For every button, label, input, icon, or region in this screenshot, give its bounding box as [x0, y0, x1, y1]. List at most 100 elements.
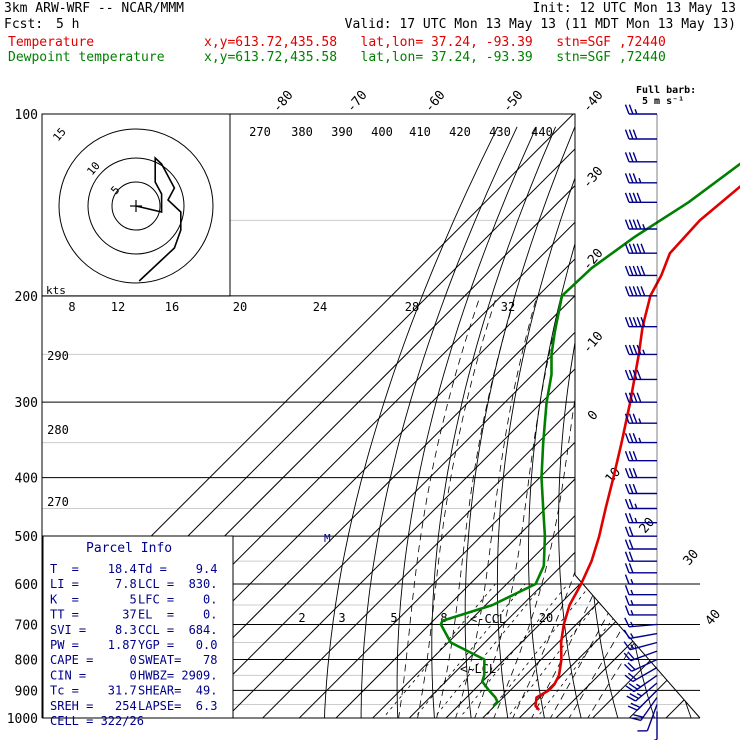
wind-barb-flag — [636, 243, 642, 254]
parcel-info-value: SREH = 254 — [50, 699, 137, 713]
wind-barb-shaft — [635, 682, 658, 702]
wind-barb-flag — [627, 662, 636, 671]
theta-label: 380 — [291, 125, 313, 139]
wind-barb-flag — [632, 152, 638, 163]
parcel-info-value: K = 5 — [50, 592, 137, 606]
wind-barb-flag — [632, 243, 638, 254]
wind-barb-flag — [642, 224, 646, 230]
wind-barb-flag — [624, 585, 630, 595]
wind-barb-flag — [628, 369, 634, 380]
wind-barb-flag — [630, 579, 634, 585]
wind-barb-flag — [624, 219, 630, 230]
isotherm-line — [579, 114, 700, 718]
wind-barb-flag — [628, 152, 634, 163]
wind-barb-flag — [624, 104, 630, 115]
wind-barb — [624, 344, 657, 356]
dry-adiabat-line — [431, 126, 557, 718]
wind-barb-flag — [624, 483, 630, 494]
wind-barb-flag — [624, 663, 633, 672]
theta-label: 420 — [449, 125, 471, 139]
isotherm-line — [286, 114, 700, 718]
pressure-tick-label: 300 — [15, 396, 38, 411]
isotherm-label: 20 — [637, 515, 659, 537]
pressure-tick-label: 200 — [15, 290, 38, 305]
wind-barb — [623, 629, 658, 640]
isotherm-label: 30 — [681, 547, 703, 569]
wind-barb-flag — [624, 595, 630, 606]
wind-barb — [624, 104, 657, 115]
wind-barb-flag — [636, 683, 641, 688]
wind-barb-flag — [638, 177, 642, 184]
parcel-info-value: Td = 9.4 — [138, 562, 217, 576]
wind-barb-flag — [626, 695, 636, 702]
forecast-hour: 5 h — [56, 17, 80, 32]
wind-barb-flag — [624, 286, 630, 297]
isotherm-label: -40 — [580, 88, 607, 116]
wind-barb — [624, 595, 657, 606]
dry-adiabat-line — [642, 126, 697, 718]
wind-barb — [624, 513, 657, 524]
wind-barb — [624, 219, 657, 230]
isotherm-line — [396, 114, 700, 718]
wind-barb — [624, 617, 658, 628]
theta-label: 280 — [47, 423, 69, 437]
wind-barb-flag — [628, 413, 634, 424]
wind-note: 5 m s⁻¹ — [642, 96, 684, 107]
isotherm-label: -30 — [580, 164, 607, 192]
wind-barb-flag — [624, 192, 630, 203]
wind-barb-flag — [640, 286, 646, 297]
wind-barb-flag — [632, 392, 638, 403]
parcel-info-value: TT = 37 — [50, 608, 137, 622]
wind-barb — [631, 697, 658, 722]
wind-barb-flag — [624, 605, 630, 616]
wind-barb-flag — [624, 513, 630, 523]
wind-barb — [624, 467, 657, 479]
isotherm-label: -50 — [500, 88, 527, 116]
wind-barb-flag — [636, 265, 642, 276]
dry-adiabat-line — [360, 126, 518, 718]
wind-barb-flag — [630, 609, 634, 616]
wind-barb-flag — [623, 641, 631, 651]
wind-barb-flag — [628, 498, 634, 509]
wind-barb-flag — [627, 672, 637, 681]
hodograph-units: kts — [46, 284, 66, 297]
moist-adiabat-line — [487, 295, 595, 718]
wind-barb-flag — [628, 104, 634, 115]
wind-barb-flag — [628, 129, 634, 140]
wind-barb-flag — [628, 173, 634, 184]
wind-barb — [624, 286, 657, 297]
wind-barb-flag — [636, 369, 642, 380]
wind-barb — [624, 192, 657, 204]
wind-barb-flag — [638, 418, 642, 424]
hodograph-ring — [111, 181, 161, 231]
parcel-info-value: EL = 0. — [138, 608, 217, 622]
isotherm-label: -70 — [344, 88, 371, 116]
parcel-info-value: LFC = 0. — [138, 592, 217, 606]
wind-barb-flag — [624, 563, 630, 574]
wind-barb-flag — [624, 173, 630, 184]
wind-barb-flag — [628, 451, 634, 461]
theta-label: 410 — [409, 125, 431, 139]
wind-barb-flag — [642, 349, 646, 355]
temperature-profile — [534, 185, 740, 711]
wind-barb — [624, 498, 657, 510]
hodograph-speed-label: 28 — [405, 300, 419, 314]
wind-barb-flag — [630, 702, 641, 709]
parcel-info-value: SVI = 8.3 — [50, 623, 137, 637]
mixing-ratio-line — [496, 583, 613, 718]
dewpoint-profile — [439, 162, 740, 707]
wind-barb — [624, 152, 657, 163]
ccl-marker: <-CCL — [470, 612, 506, 626]
wind-barb-shaft — [636, 689, 658, 711]
parcel-info-value: LAPSE= 6.3 — [138, 699, 217, 713]
temperature-legend: Temperature — [8, 35, 95, 50]
wind-barb-flag — [628, 317, 634, 327]
dry-adiabat-line — [558, 126, 634, 718]
wind-barb — [624, 265, 657, 277]
dry-adiabat-line — [528, 126, 614, 718]
isotherm-line — [469, 114, 700, 718]
wind-barb-flag — [630, 600, 634, 606]
wind-barb-shaft — [629, 623, 658, 628]
parcel-info-title: Parcel Info — [86, 541, 172, 556]
isotherm-line — [359, 114, 700, 718]
